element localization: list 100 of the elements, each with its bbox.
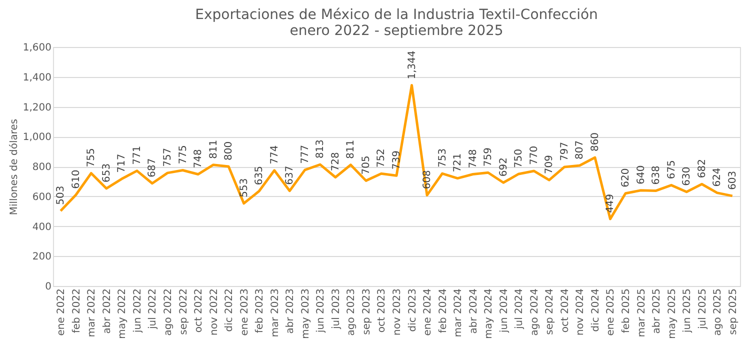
- data-label: 553: [238, 178, 250, 198]
- x-tick-label: feb 2022: [71, 288, 82, 334]
- data-label: 813: [315, 139, 326, 159]
- x-tick-label: ago 2024: [529, 288, 540, 336]
- text: enero 2022 - septiembre 2025: [290, 23, 504, 39]
- data-label: 624: [712, 168, 724, 187]
- x-tick-label: ene 2022: [56, 288, 68, 336]
- data-label: 750: [514, 148, 525, 168]
- x-tick-label: ene 2024: [422, 288, 434, 336]
- y-axis-title: Millones de dólares: [8, 118, 20, 216]
- data-label: 608: [422, 170, 434, 190]
- x-tick-label: abr 2024: [468, 288, 480, 334]
- x-tick-label: jun 2025: [682, 288, 694, 334]
- x-tick-label: sep 2022: [178, 288, 190, 335]
- x-tick-label: abr 2025: [652, 288, 663, 334]
- x-tick-label: ago 2022: [163, 288, 174, 336]
- data-label: 709: [544, 155, 556, 174]
- data-label: 771: [132, 146, 143, 165]
- data-label: 774: [269, 145, 280, 164]
- x-tick-label: sep 2024: [544, 288, 556, 335]
- x-tick-label: oct 2024: [560, 288, 571, 333]
- data-label: 748: [468, 149, 479, 168]
- y-tick-label: 600: [32, 192, 52, 203]
- y-tick-label: 1,200: [22, 102, 52, 114]
- x-tick-label: ene 2025: [606, 288, 617, 336]
- y-tick-label: 200: [32, 252, 52, 263]
- x-tick-label: dic 2023: [407, 288, 418, 332]
- x-tick-label: ago 2023: [346, 288, 358, 336]
- x-tick-label: jun 2023: [316, 288, 327, 334]
- data-label: 1,344: [406, 50, 418, 80]
- data-label: 640: [636, 165, 647, 184]
- x-tick-label: may 2024: [484, 288, 495, 339]
- data-label: 687: [147, 158, 158, 178]
- x-tick-label: nov 2024: [575, 288, 586, 336]
- x-tick-label: nov 2023: [392, 288, 403, 336]
- data-label: 717: [116, 154, 128, 173]
- data-label: 775: [178, 145, 189, 164]
- x-tick-label: may 2025: [666, 288, 678, 339]
- y-tick-label: 800: [32, 162, 52, 173]
- data-label: 770: [528, 146, 540, 165]
- data-label: 748: [193, 149, 204, 168]
- x-tick-label: may 2023: [300, 288, 312, 339]
- x-tick-label: abr 2023: [285, 288, 296, 334]
- x-tick-label: dic 2024: [590, 288, 602, 332]
- x-tick-label: mar 2024: [453, 288, 464, 338]
- data-label: 860: [590, 132, 601, 152]
- data-label: 637: [284, 166, 296, 185]
- data-label: 653: [101, 163, 112, 182]
- data-label: 721: [452, 153, 464, 172]
- data-label: 755: [86, 148, 98, 168]
- x-tick-label: jul 2025: [697, 288, 708, 330]
- x-tick-label: jun 2022: [132, 288, 144, 334]
- data-label: 630: [682, 166, 693, 186]
- y-tick-label: 1,400: [22, 72, 52, 84]
- data-label: 620: [620, 168, 632, 188]
- x-tick-label: mar 2025: [636, 288, 648, 338]
- x-tick-label: ene 2023: [239, 288, 250, 336]
- x-tick-label: ago 2025: [712, 288, 724, 336]
- data-label: 449: [605, 194, 616, 213]
- data-label: 807: [574, 140, 586, 160]
- data-label: 503: [56, 186, 67, 205]
- x-tick-label: mar 2023: [270, 288, 281, 338]
- x-tick-label: dic 2022: [224, 288, 236, 332]
- data-label: 682: [696, 159, 708, 178]
- data-label: 811: [346, 140, 357, 159]
- x-tick-label: feb 2023: [254, 288, 266, 334]
- data-label: 692: [498, 158, 510, 177]
- x-tick-label: feb 2024: [438, 288, 449, 334]
- data-label: 752: [376, 148, 388, 168]
- data-label: 757: [162, 148, 174, 167]
- data-label: 800: [224, 141, 235, 160]
- data-label: 603: [727, 170, 738, 190]
- data-label: 811: [208, 140, 220, 159]
- data-label: 675: [666, 160, 678, 180]
- y-tick-label: 0: [45, 282, 52, 292]
- y-tick-label: 1,000: [22, 132, 52, 144]
- data-label: 610: [70, 170, 82, 189]
- data-label: 797: [559, 142, 570, 161]
- data-label: 753: [437, 148, 448, 168]
- data-label: 739: [392, 150, 402, 170]
- x-tick-label: jul 2023: [330, 288, 342, 330]
- data-label: 635: [254, 166, 266, 186]
- x-tick-label: sep 2025: [728, 288, 739, 335]
- data-label: 705: [360, 156, 372, 175]
- x-tick-label: oct 2023: [376, 288, 388, 333]
- x-tick-label: jun 2024: [498, 288, 510, 334]
- x-tick-label: oct 2022: [194, 288, 205, 333]
- x-tick-label: may 2022: [117, 288, 128, 339]
- x-tick-label: sep 2023: [361, 288, 372, 335]
- x-tick-label: jul 2024: [514, 288, 526, 330]
- x-tick-label: feb 2025: [621, 288, 632, 334]
- y-tick-label: 1,600: [22, 42, 52, 54]
- x-tick-label: abr 2022: [102, 288, 113, 334]
- x-tick-label: mar 2022: [86, 288, 98, 338]
- data-label: 759: [483, 148, 494, 167]
- x-tick-label: nov 2022: [208, 288, 220, 336]
- data-label: 728: [330, 152, 342, 172]
- x-tick-label: jul 2022: [148, 288, 159, 330]
- y-tick-label: 400: [32, 222, 52, 233]
- data-label: 777: [300, 144, 311, 164]
